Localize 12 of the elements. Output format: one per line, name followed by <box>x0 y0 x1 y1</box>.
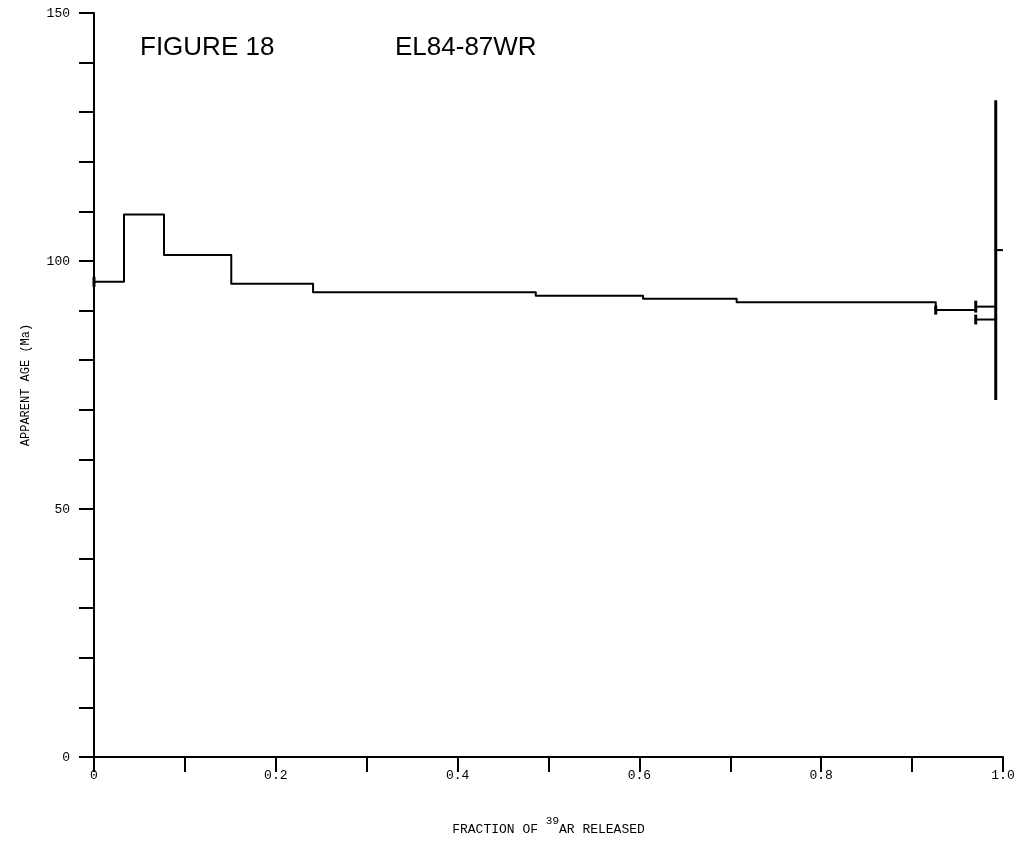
x-tick-label: 1.0 <box>991 768 1015 783</box>
y-tick-label: 0 <box>62 749 70 765</box>
x-tick-label: 0.8 <box>809 768 833 783</box>
x-tick-label: 0.6 <box>627 768 652 783</box>
text: EL84-87WR <box>395 31 537 61</box>
y-axis-title: APPARENT AGE (Ma) <box>19 323 33 447</box>
text: FIGURE 18 <box>140 31 275 61</box>
x-tick-label: 0.4 <box>445 768 470 783</box>
y-tick-label: 150 <box>46 5 70 21</box>
x-tick-label: 0.2 <box>264 768 288 783</box>
y-tick-label: 50 <box>54 501 70 517</box>
y-tick-label: 100 <box>46 253 70 269</box>
